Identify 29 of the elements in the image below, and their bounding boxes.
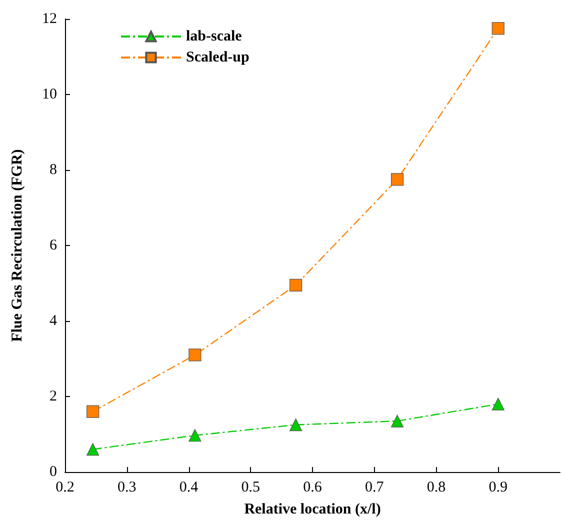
point (492, 22, 504, 35)
point (289, 418, 302, 432)
point (86, 405, 100, 418)
x-tick-label: 0.3 (118, 480, 136, 496)
x-tick-label: 0.4 (179, 480, 199, 496)
point (492, 398, 504, 410)
x-axis-title: Relative location (x/l) (244, 502, 381, 518)
x-tick-label: 0.2 (56, 480, 74, 496)
point (86, 443, 100, 456)
x-tick-label: 0.9 (488, 480, 508, 496)
y-tick-label: 0 (50, 464, 57, 480)
point (188, 348, 202, 362)
point (390, 173, 404, 186)
x-tick-label: 0.5 (241, 480, 260, 496)
y-tick-label: 2 (50, 388, 57, 404)
x-tick-label: 0.8 (426, 480, 446, 496)
y-tick-label: 12 (42, 11, 57, 27)
x-tick-label: 0.7 (365, 480, 384, 496)
y-tick-label: 4 (50, 313, 58, 329)
y-tick-label: 8 (50, 162, 57, 178)
legend-label: Scaled-up (186, 50, 250, 66)
y-tick-label: 10 (42, 86, 57, 102)
x-tick-label: 0.6 (303, 480, 322, 496)
point (188, 429, 202, 442)
point (289, 278, 302, 292)
y-axis-title: Flue Gas Recirculation (FGR) (10, 149, 26, 342)
legend-label: lab-scale (186, 28, 242, 44)
y-tick-label: 6 (50, 238, 58, 254)
point (390, 414, 404, 428)
